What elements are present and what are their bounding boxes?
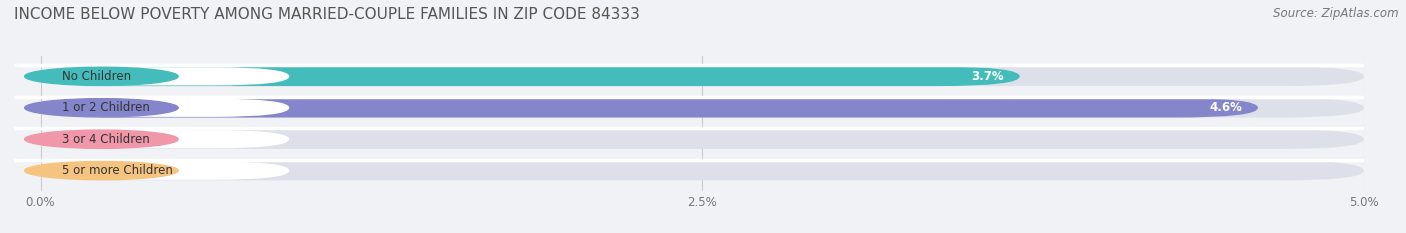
Text: 0.0%: 0.0% xyxy=(80,164,110,177)
Text: 3.7%: 3.7% xyxy=(972,70,1004,83)
FancyBboxPatch shape xyxy=(41,130,1364,149)
Text: No Children: No Children xyxy=(62,70,131,83)
Circle shape xyxy=(25,67,179,86)
FancyBboxPatch shape xyxy=(41,98,1364,117)
FancyBboxPatch shape xyxy=(41,161,1364,180)
Text: 0.0%: 0.0% xyxy=(80,133,110,146)
Text: Source: ZipAtlas.com: Source: ZipAtlas.com xyxy=(1274,7,1399,20)
FancyBboxPatch shape xyxy=(41,67,1019,86)
Text: 3 or 4 Children: 3 or 4 Children xyxy=(62,133,149,146)
Text: INCOME BELOW POVERTY AMONG MARRIED-COUPLE FAMILIES IN ZIP CODE 84333: INCOME BELOW POVERTY AMONG MARRIED-COUPL… xyxy=(14,7,640,22)
FancyBboxPatch shape xyxy=(25,130,290,148)
FancyBboxPatch shape xyxy=(25,67,290,86)
Circle shape xyxy=(25,161,179,180)
FancyBboxPatch shape xyxy=(41,67,1364,86)
FancyBboxPatch shape xyxy=(25,99,290,117)
Circle shape xyxy=(25,130,179,148)
FancyBboxPatch shape xyxy=(41,98,1258,117)
Text: 4.6%: 4.6% xyxy=(1209,101,1241,114)
FancyBboxPatch shape xyxy=(25,161,290,180)
Text: 5 or more Children: 5 or more Children xyxy=(62,164,173,177)
Text: 1 or 2 Children: 1 or 2 Children xyxy=(62,101,149,114)
Circle shape xyxy=(25,99,179,117)
